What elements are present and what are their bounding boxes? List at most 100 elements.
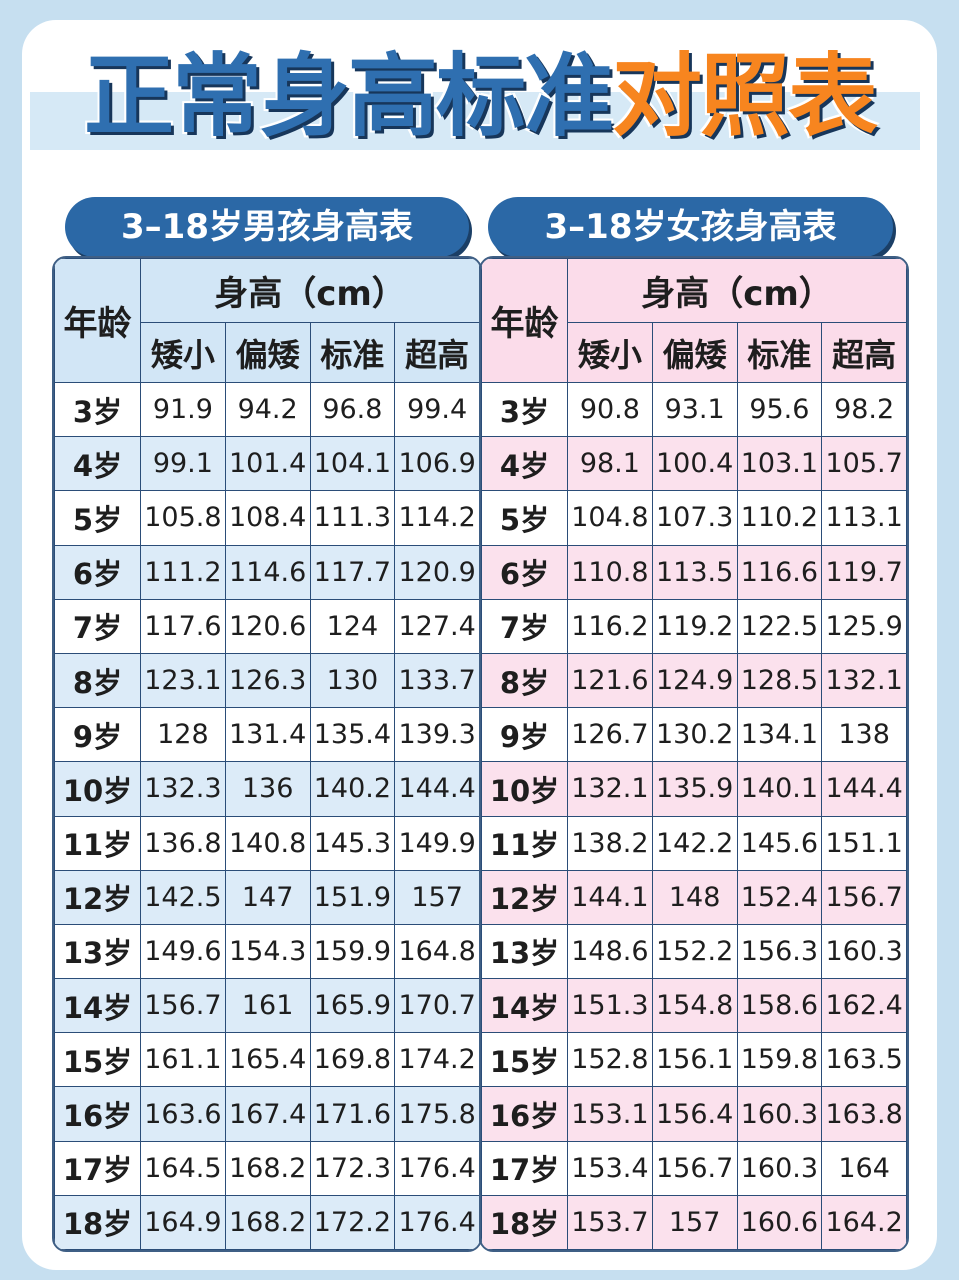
height-cell: 105.8 (140, 490, 226, 546)
table-row: 7岁 117.6 120.6 124 127.4 (54, 598, 480, 654)
height-cell: 152.8 (567, 1032, 653, 1088)
height-cell: 101.4 (224, 436, 311, 492)
age-cell: 18岁 (54, 1194, 141, 1250)
height-cell: 104.8 (567, 490, 653, 546)
age-cell: 4岁 (54, 436, 141, 492)
col-header-below-average: 偏矮 (224, 322, 311, 383)
age-cell: 5岁 (481, 490, 568, 546)
height-cell: 163.6 (140, 1086, 226, 1142)
height-cell: 136.8 (140, 815, 226, 871)
height-cell: 164.9 (140, 1194, 226, 1250)
table-row: 7岁 116.2 119.2 122.5 125.9 (481, 598, 907, 654)
height-cell: 156.7 (651, 1140, 738, 1196)
age-cell: 7岁 (481, 598, 568, 654)
page-title: 正常身高标准对照表 (40, 42, 920, 152)
height-cell: 132.3 (140, 761, 226, 817)
height-cell: 104.1 (309, 436, 396, 492)
height-cell: 94.2 (224, 381, 311, 438)
age-cell: 7岁 (54, 598, 141, 654)
height-cell: 108.4 (224, 490, 311, 546)
height-cell: 96.8 (309, 381, 396, 438)
height-cell: 114.2 (394, 490, 480, 546)
height-cell: 116.2 (567, 598, 653, 654)
table-row: 16岁 163.6 167.4 171.6 175.8 (54, 1086, 480, 1142)
height-cell: 110.2 (736, 490, 823, 546)
age-cell: 12岁 (54, 869, 141, 925)
height-cell: 114.6 (224, 544, 311, 600)
height-cell: 165.4 (224, 1032, 311, 1088)
height-cell: 113.1 (821, 490, 907, 546)
height-cell: 144.4 (394, 761, 480, 817)
height-cell: 133.7 (394, 652, 480, 709)
height-cell: 163.8 (821, 1086, 907, 1142)
table-row: 15岁 161.1 165.4 169.8 174.2 (54, 1032, 480, 1088)
height-cell: 142.2 (651, 815, 738, 871)
height-cell: 139.3 (394, 707, 480, 763)
height-cell: 164.2 (821, 1194, 907, 1250)
height-cell: 142.5 (140, 869, 226, 925)
height-cell: 140.8 (224, 815, 311, 871)
height-cell: 153.7 (567, 1194, 653, 1250)
title-backdrop (30, 92, 920, 150)
col-header-short: 矮小 (567, 322, 653, 383)
height-cell: 98.2 (821, 381, 907, 438)
boys-table-caption: 3–18岁男孩身高表 (65, 197, 469, 257)
height-cell: 103.1 (736, 436, 823, 492)
age-cell: 3岁 (54, 381, 141, 438)
height-cell: 134.1 (736, 707, 823, 763)
height-cell: 126.3 (224, 652, 311, 709)
height-cell: 99.4 (394, 381, 480, 438)
table-row: 8岁 123.1 126.3 130 133.7 (54, 652, 480, 709)
table-row: 12岁 142.5 147 151.9 157 (54, 869, 480, 925)
table-row: 4岁 99.1 101.4 104.1 106.9 (54, 436, 480, 492)
height-cell: 164 (821, 1140, 907, 1196)
table-row: 12岁 144.1 148 152.4 156.7 (481, 869, 907, 925)
height-cell: 156.7 (140, 978, 226, 1034)
table-row: 3岁 90.8 93.1 95.6 98.2 (481, 381, 907, 438)
table-row: 11岁 138.2 142.2 145.6 151.1 (481, 815, 907, 871)
boys-table-body: 3岁 91.9 94.2 96.8 99.4 4岁 99.1 101.4 104.1 106.9 5… (54, 381, 480, 1250)
height-cell: 124.9 (651, 652, 738, 709)
height-cell: 140.1 (736, 761, 823, 817)
height-header: 身高（cm） (140, 258, 480, 323)
table-row: 17岁 164.5 168.2 172.3 176.4 (54, 1140, 480, 1196)
height-cell: 154.3 (224, 923, 311, 980)
age-cell: 14岁 (54, 978, 141, 1034)
height-cell: 98.1 (567, 436, 653, 492)
age-header: 年龄 (481, 258, 568, 383)
girls-table-caption: 3–18岁女孩身高表 (488, 197, 893, 257)
height-cell: 153.1 (567, 1086, 653, 1142)
height-cell: 148 (651, 869, 738, 925)
table-row: 15岁 152.8 156.1 159.8 163.5 (481, 1032, 907, 1088)
height-cell: 135.4 (309, 707, 396, 763)
height-cell: 168.2 (224, 1140, 311, 1196)
height-cell: 144.4 (821, 761, 907, 817)
height-cell: 107.3 (651, 490, 738, 546)
height-cell: 153.4 (567, 1140, 653, 1196)
height-cell: 163.5 (821, 1032, 907, 1088)
age-cell: 6岁 (54, 544, 141, 600)
age-cell: 14岁 (481, 978, 568, 1034)
table-row: 9岁 128 131.4 135.4 139.3 (54, 707, 480, 763)
height-cell: 168.2 (224, 1194, 311, 1250)
height-cell: 176.4 (394, 1194, 480, 1250)
col-header-standard: 标准 (736, 322, 823, 383)
height-cell: 172.2 (309, 1194, 396, 1250)
height-cell: 164.8 (394, 923, 480, 980)
height-cell: 162.4 (821, 978, 907, 1034)
title-main: 正常身高标准 (84, 44, 614, 149)
age-cell: 8岁 (481, 652, 568, 709)
height-cell: 161 (224, 978, 311, 1034)
height-cell: 156.4 (651, 1086, 738, 1142)
col-header-tall: 超高 (821, 322, 907, 383)
age-cell: 9岁 (481, 707, 568, 763)
height-cell: 171.6 (309, 1086, 396, 1142)
title-accent: 对照表 (612, 44, 878, 149)
height-cell: 99.1 (140, 436, 226, 492)
table-row: 9岁 126.7 130.2 134.1 138 (481, 707, 907, 763)
height-cell: 158.6 (736, 978, 823, 1034)
height-cell: 100.4 (651, 436, 738, 492)
height-cell: 160.3 (736, 1086, 823, 1142)
height-cell: 157 (651, 1194, 738, 1250)
height-cell: 156.7 (821, 869, 907, 925)
